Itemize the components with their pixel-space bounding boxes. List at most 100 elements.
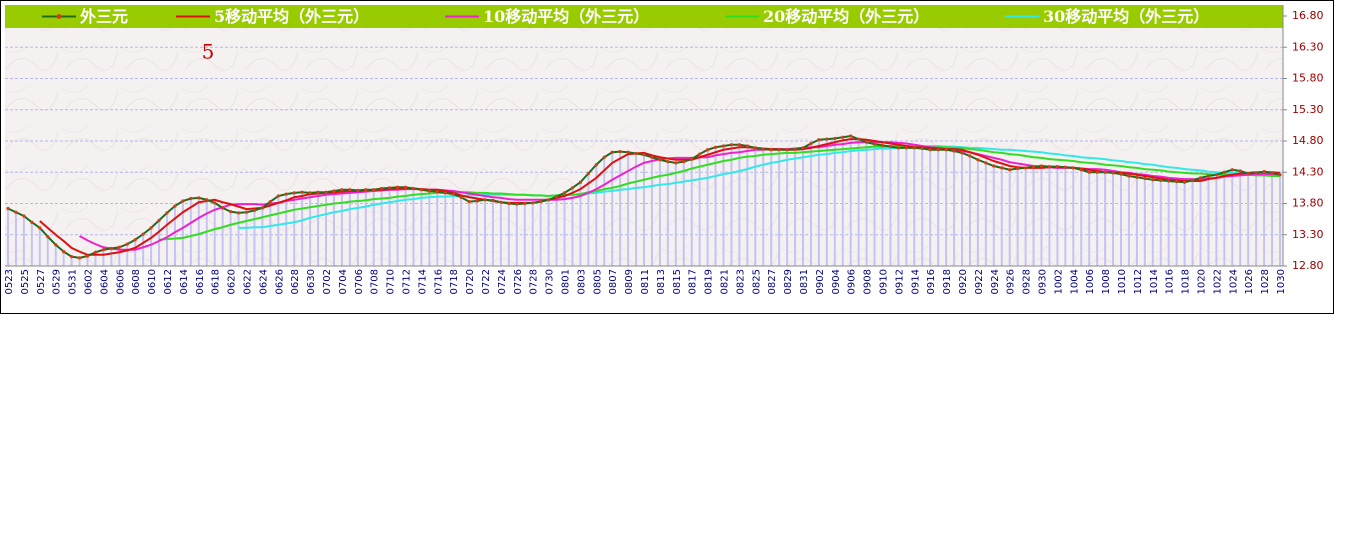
point	[133, 238, 137, 242]
bar	[102, 249, 105, 266]
point	[1151, 178, 1155, 182]
bar	[937, 149, 940, 266]
point	[682, 160, 686, 164]
bar	[817, 139, 820, 266]
bar	[253, 210, 256, 266]
point	[1047, 165, 1052, 169]
point	[1198, 176, 1203, 180]
bar	[205, 199, 208, 266]
point	[205, 198, 209, 202]
x-tick-label: 0829	[783, 269, 794, 294]
annotation: 5	[202, 40, 215, 64]
point	[236, 211, 241, 215]
bar	[277, 196, 280, 266]
bar	[150, 227, 153, 266]
bar	[1040, 166, 1043, 266]
point	[427, 189, 431, 193]
x-tick-label: 1020	[1197, 269, 1208, 294]
bar	[857, 139, 860, 266]
point	[109, 246, 113, 251]
x-tick-label: 1002	[1053, 269, 1064, 294]
point	[157, 218, 161, 222]
point	[912, 146, 916, 150]
point	[721, 144, 726, 148]
point	[467, 200, 471, 204]
bar	[1175, 181, 1178, 266]
x-tick-label: 1016	[1165, 269, 1176, 294]
point	[395, 185, 400, 189]
x-tick-label: 0626	[274, 269, 285, 294]
bar	[476, 201, 479, 266]
bar	[611, 152, 614, 266]
legend-marker	[56, 14, 62, 19]
x-tick-label: 0728	[529, 269, 540, 294]
y-tick-label: 15.30	[1292, 103, 1324, 116]
bar	[698, 154, 701, 266]
bar	[229, 211, 232, 266]
point	[936, 148, 940, 152]
bar	[1000, 167, 1003, 266]
point	[54, 243, 58, 247]
bar	[833, 138, 836, 266]
point	[491, 198, 495, 202]
x-tick-label: 0616	[195, 269, 206, 294]
point	[737, 143, 742, 147]
point	[793, 147, 797, 151]
point	[1071, 166, 1075, 170]
x-tick-label: 0718	[449, 269, 460, 294]
x-tick-label: 0906	[847, 269, 858, 294]
point	[507, 201, 511, 206]
bar	[635, 153, 638, 266]
x-tick-label: 0726	[513, 269, 524, 294]
bar	[1271, 172, 1274, 266]
bar	[961, 152, 963, 266]
point	[578, 180, 583, 184]
point	[1238, 169, 1242, 173]
bar	[14, 212, 17, 266]
point	[451, 192, 455, 196]
bar	[1088, 172, 1091, 266]
point	[1175, 180, 1179, 184]
bar	[285, 194, 288, 266]
point	[1008, 168, 1012, 172]
point	[77, 256, 82, 260]
point	[992, 164, 996, 168]
bar	[746, 146, 749, 266]
point	[1119, 172, 1123, 176]
point	[880, 143, 885, 147]
x-tick-label: 0803	[576, 269, 587, 294]
bar	[1279, 174, 1281, 266]
bar	[30, 222, 33, 266]
bar	[396, 187, 399, 266]
x-tick-label: 1004	[1069, 269, 1080, 294]
point	[785, 148, 789, 152]
x-tick-label: 0614	[179, 269, 190, 294]
bar	[189, 198, 192, 266]
point	[674, 161, 678, 165]
bar	[293, 192, 296, 266]
point	[260, 206, 264, 210]
bar	[356, 190, 359, 266]
point	[841, 135, 845, 139]
x-tick-label: 0926	[1006, 269, 1017, 294]
point	[1000, 166, 1004, 170]
bar	[515, 204, 518, 266]
bar	[340, 189, 343, 266]
bar	[197, 197, 200, 266]
x-tick-label: 1014	[1149, 269, 1160, 294]
bar	[976, 159, 979, 266]
x-tick-label: 0819	[704, 269, 715, 294]
bar	[118, 247, 121, 266]
bar	[428, 191, 431, 266]
bar	[762, 149, 765, 266]
y-tick-label: 13.30	[1292, 228, 1324, 241]
x-tick-label: 0805	[592, 269, 603, 294]
bar	[531, 202, 534, 266]
bar	[945, 149, 948, 266]
x-tick-label: 0730	[545, 269, 556, 294]
point	[117, 245, 121, 249]
legend-label: 20移动平均（外三元）	[763, 7, 929, 26]
point	[753, 146, 757, 150]
point	[547, 198, 551, 202]
